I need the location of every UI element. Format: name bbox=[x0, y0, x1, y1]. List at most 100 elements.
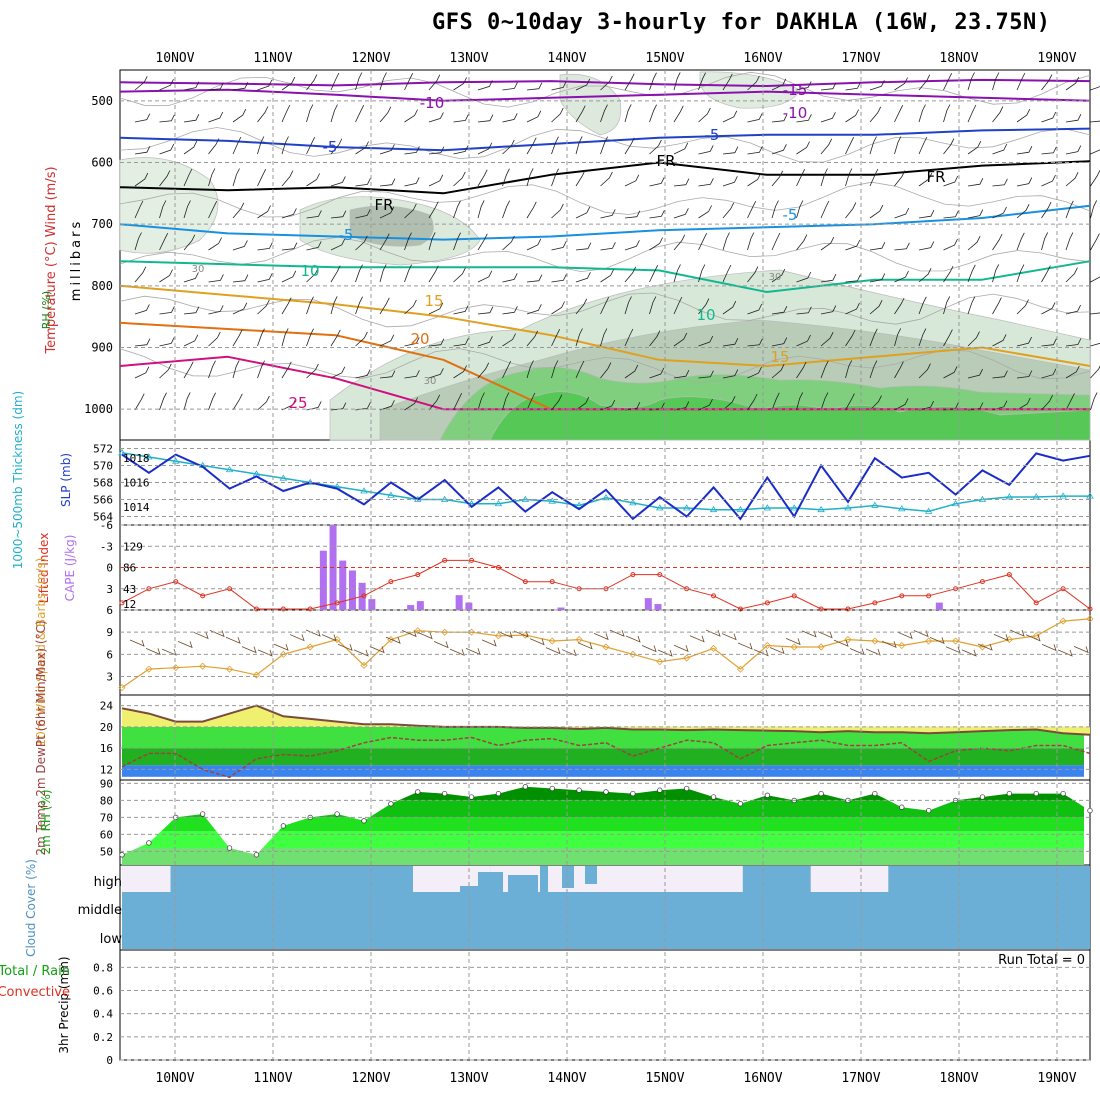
wind-barb bbox=[159, 363, 172, 379]
contour-label-2: -10 bbox=[783, 104, 808, 122]
li-point bbox=[442, 557, 448, 563]
cape-bar bbox=[339, 560, 347, 610]
ytick: -6 bbox=[100, 519, 113, 532]
wind-barb bbox=[1041, 265, 1051, 283]
wind-barb bbox=[502, 200, 510, 219]
wind-barb bbox=[1065, 114, 1082, 123]
date-bottom-10NOV: 10NOV bbox=[155, 1071, 194, 1086]
wind-barb bbox=[453, 200, 461, 219]
wind-barb bbox=[134, 172, 149, 187]
wind-barb bbox=[232, 168, 240, 187]
wind-barb bbox=[330, 138, 343, 155]
wind-barb bbox=[649, 367, 665, 379]
rh-point bbox=[737, 801, 744, 807]
wind-barb bbox=[208, 168, 216, 187]
thickness-point bbox=[656, 504, 664, 511]
wind-barb bbox=[796, 361, 807, 379]
li-point bbox=[872, 600, 878, 606]
ytick-slp: 1014 bbox=[123, 501, 150, 514]
wind-barb bbox=[1016, 177, 1033, 187]
li-point bbox=[549, 579, 555, 585]
cloud-level-middle: middle bbox=[78, 903, 122, 918]
ylabel-2m-temp: 2m Temp 2m DewPt (6hr Min/Max) (°C) bbox=[34, 620, 48, 855]
contour-label-13: 15 bbox=[770, 348, 789, 366]
sfc-wind-barb bbox=[529, 638, 545, 646]
wind-barb bbox=[992, 106, 1004, 123]
wind-barb bbox=[134, 113, 151, 123]
wind-barb bbox=[379, 370, 396, 379]
date-bottom-17NOV: 17NOV bbox=[841, 1071, 880, 1086]
wind-barb bbox=[355, 369, 371, 379]
wind-barb bbox=[526, 201, 537, 219]
wind-barb bbox=[453, 393, 463, 411]
wind-barb bbox=[600, 297, 610, 315]
wind-barb bbox=[820, 168, 828, 187]
thickness-point bbox=[898, 505, 906, 512]
wind-barb bbox=[845, 82, 861, 91]
wind-barb bbox=[1065, 200, 1074, 219]
wind-barb bbox=[526, 360, 534, 379]
wind-barb bbox=[502, 306, 518, 315]
wind-barb bbox=[1016, 204, 1030, 219]
wind-barb bbox=[1065, 338, 1082, 347]
ylabel-cloud-cover: Cloud Cover (%) bbox=[24, 859, 38, 957]
wind-barb bbox=[967, 140, 982, 155]
wind-barb bbox=[1090, 276, 1100, 283]
wind-speed-point bbox=[548, 637, 556, 645]
sfc-wind-barb bbox=[673, 644, 689, 653]
wind-barb bbox=[894, 297, 905, 315]
rh-point bbox=[200, 811, 206, 817]
wind-barb bbox=[673, 178, 690, 187]
wind-barb bbox=[894, 242, 910, 251]
wind-barb bbox=[404, 146, 420, 155]
wind-barb bbox=[894, 136, 902, 155]
wind-speed-point bbox=[1005, 635, 1013, 644]
wind-barb bbox=[257, 273, 273, 283]
wind-speed-point bbox=[387, 635, 395, 644]
wind-barb bbox=[820, 332, 834, 347]
wind-barb bbox=[453, 145, 469, 155]
wind-barb bbox=[967, 209, 984, 219]
wind-barb bbox=[820, 305, 837, 315]
wind-barb bbox=[649, 237, 663, 251]
wind-barb bbox=[624, 328, 634, 347]
rh-point bbox=[388, 801, 394, 807]
sfc-wind-barb bbox=[129, 639, 145, 647]
wind-barb bbox=[428, 112, 444, 123]
wind-barb bbox=[232, 108, 247, 123]
date-top-18NOV: 18NOV bbox=[939, 51, 978, 66]
wind-barb bbox=[428, 368, 444, 379]
wind-barb bbox=[624, 174, 640, 187]
wind-speed-point bbox=[871, 637, 879, 645]
date-top-14NOV: 14NOV bbox=[547, 51, 586, 66]
wind-barb bbox=[208, 305, 224, 315]
li-point bbox=[1033, 600, 1039, 606]
wind-barb bbox=[1090, 149, 1100, 155]
wind-barb bbox=[673, 296, 683, 315]
ytick-cape: 86 bbox=[123, 562, 136, 575]
sfc-wind-barb bbox=[193, 632, 209, 640]
wind-speed-point bbox=[306, 643, 314, 651]
ytick-cape: 43 bbox=[123, 583, 136, 596]
contour-label-18: 30 bbox=[424, 376, 437, 387]
wind-barb bbox=[967, 296, 976, 315]
wind-speed-point bbox=[145, 665, 153, 673]
wind-speed-point bbox=[494, 632, 503, 640]
wind-barb bbox=[722, 176, 738, 187]
thickness-point bbox=[360, 487, 368, 494]
wind-barb bbox=[845, 109, 859, 123]
ytick-rh: 50 bbox=[100, 845, 113, 858]
wind-barb bbox=[575, 242, 592, 251]
wind-barb bbox=[1041, 74, 1053, 91]
cape-bar bbox=[654, 604, 662, 610]
wind-barb bbox=[820, 112, 836, 123]
wind-barb bbox=[306, 328, 314, 347]
li-point bbox=[388, 579, 394, 585]
wind-barb bbox=[404, 177, 420, 187]
wind-barb bbox=[428, 174, 444, 187]
wind-barb bbox=[820, 82, 837, 91]
thickness-point bbox=[575, 501, 583, 508]
sfc-wind-barb bbox=[737, 642, 753, 650]
rh-point bbox=[684, 785, 690, 792]
wind-barb bbox=[1016, 108, 1031, 123]
